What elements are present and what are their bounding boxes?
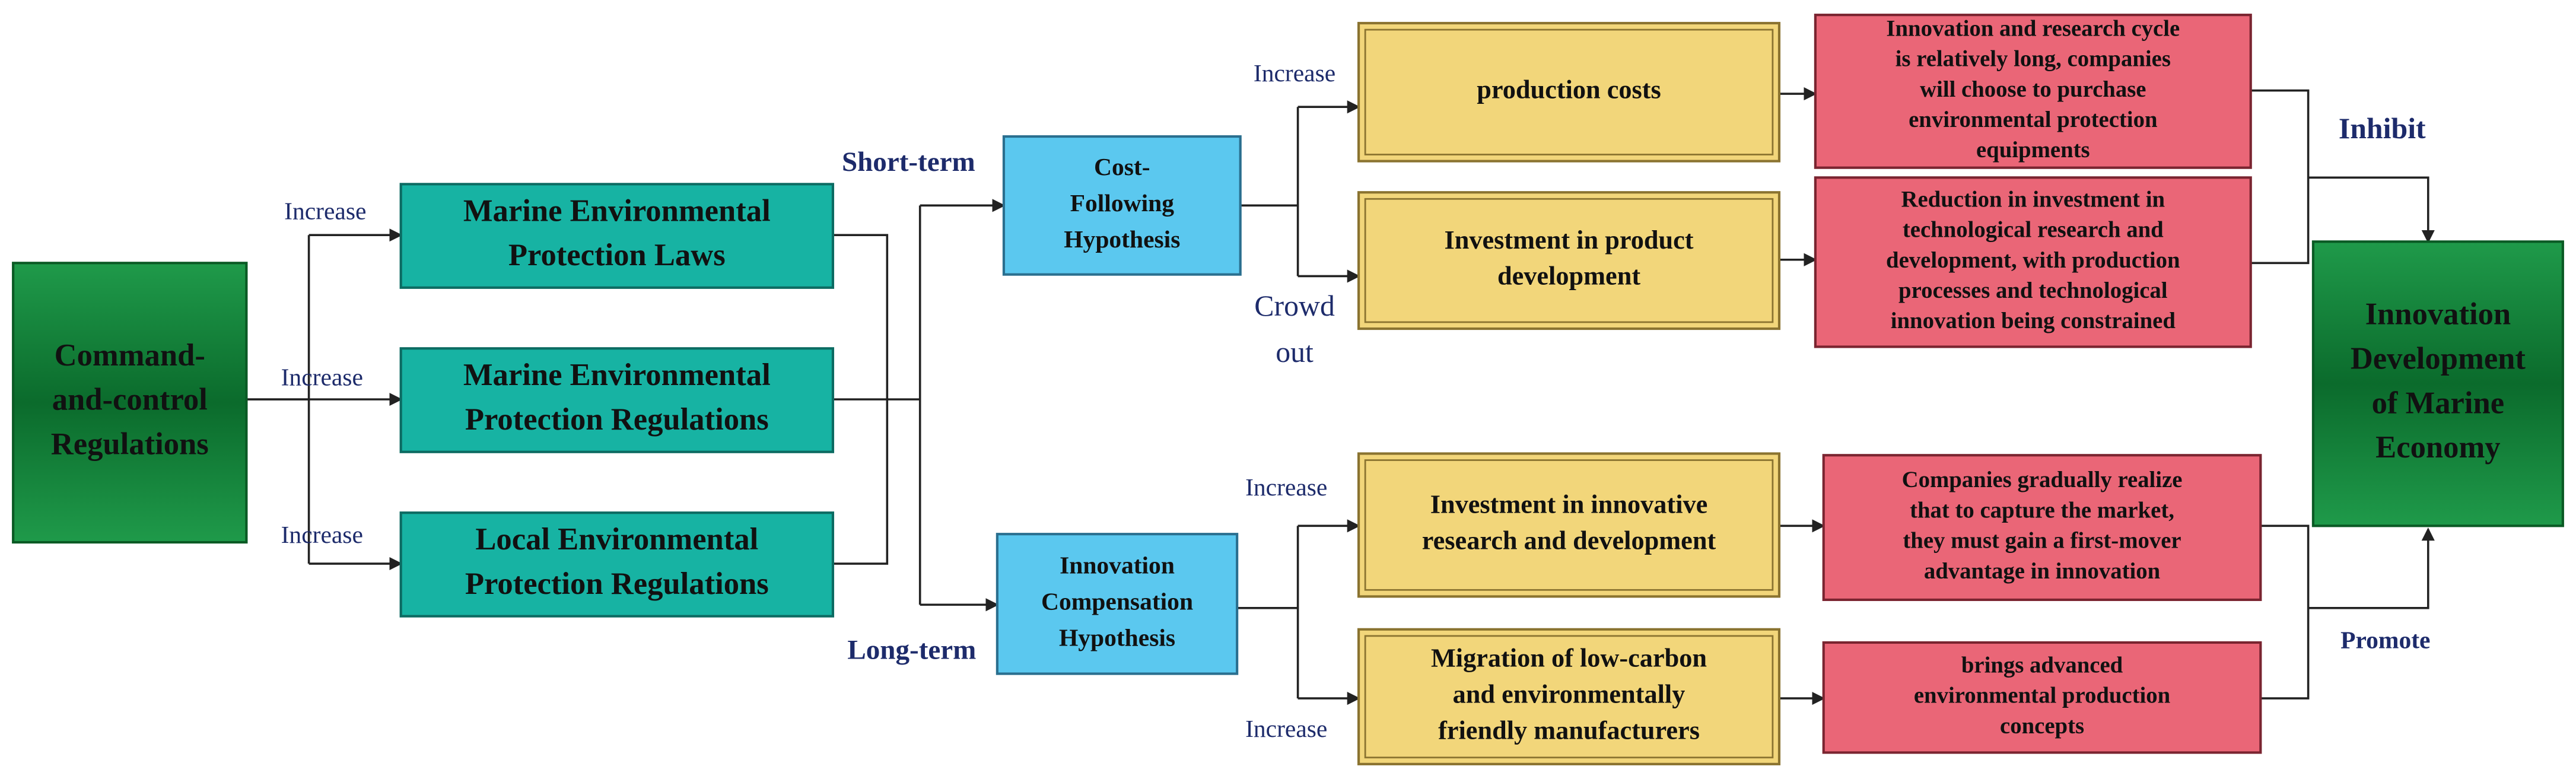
box-shape bbox=[1357, 628, 1781, 765]
box-text: concepts bbox=[2000, 713, 2084, 739]
box-text: Innovation and research cycle bbox=[1886, 15, 2180, 41]
box-text: Development bbox=[2351, 342, 2526, 376]
edge-label: Increase bbox=[1254, 59, 1335, 87]
outcome-box: brings advanced environmental production c… bbox=[1822, 641, 2262, 754]
box-shape bbox=[1357, 452, 1781, 598]
edge-label: Short-term bbox=[842, 147, 975, 177]
box-text: Migration of low-carbon bbox=[1431, 644, 1707, 673]
outcome-box: Innovation and research cycle is relative… bbox=[1814, 14, 2252, 169]
box-text: Economy bbox=[2375, 430, 2500, 465]
box-text: advantage in innovation bbox=[1924, 558, 2160, 584]
box-text: Protection Regulations bbox=[465, 567, 769, 601]
box-text: innovation being constrained bbox=[1891, 308, 2176, 333]
box-text: Hypothesis bbox=[1064, 225, 1180, 253]
box-text: development bbox=[1497, 262, 1640, 291]
box-text: Following bbox=[1070, 189, 1175, 217]
box-shape bbox=[399, 183, 835, 289]
box-text: technological research and bbox=[1903, 217, 2164, 243]
box-text: processes and technological bbox=[1898, 278, 2168, 303]
box-inner-frame bbox=[1364, 28, 1774, 155]
box-text: they must gain a first-mover bbox=[1903, 528, 2181, 554]
box-text: is relatively long, companies bbox=[1896, 46, 2171, 72]
edge-label: Increase bbox=[281, 363, 363, 390]
box-text: and environmentally bbox=[1453, 679, 1685, 708]
box-text: Companies gradually realize bbox=[1902, 467, 2183, 492]
box-text: Innovation bbox=[2365, 297, 2511, 332]
local-regulation-box: Local Environmental Protection Regulation… bbox=[399, 511, 835, 618]
box-text: environmental production bbox=[1914, 683, 2170, 708]
box-text: Protection Regulations bbox=[465, 402, 769, 437]
box-shape bbox=[399, 347, 835, 453]
box-text: of Marine bbox=[2372, 386, 2505, 420]
box-text: Protection Laws bbox=[508, 238, 726, 272]
edge-label: Inhibit bbox=[2339, 112, 2426, 145]
edge-label: out bbox=[1276, 336, 1314, 368]
box-text: that to capture the market, bbox=[1910, 497, 2174, 523]
box-text: equipments bbox=[1976, 137, 2090, 163]
box-text: Hypothesis bbox=[1059, 624, 1175, 651]
effect-box: Investment in innovative research and dev… bbox=[1357, 452, 1781, 598]
box-shape bbox=[1814, 14, 2252, 169]
box-text: Investment in innovative bbox=[1430, 490, 1708, 519]
edge-label: Long-term bbox=[847, 634, 976, 665]
edge-label: Increase bbox=[1245, 715, 1327, 742]
hypothesis-box: Innovation Compensation Hypothesis bbox=[996, 533, 1239, 675]
box-text: research and development bbox=[1422, 526, 1716, 555]
command-box: Command-and-control Regulations bbox=[12, 262, 248, 544]
box-text: and-control bbox=[52, 383, 208, 417]
edge-label: Increase bbox=[281, 521, 363, 548]
hypothesis-box: Cost- Following Hypothesis bbox=[1002, 135, 1242, 276]
box-text: will choose to purchase bbox=[1920, 77, 2146, 102]
box-text: Investment in product bbox=[1444, 225, 1693, 255]
box-shape bbox=[1822, 641, 2262, 754]
box-text: Cost- bbox=[1094, 153, 1150, 180]
box-text: Reduction in investment in bbox=[1901, 186, 2165, 212]
outcome-box: Reduction in investment in technological … bbox=[1814, 176, 2252, 348]
effect-box: production costs bbox=[1357, 21, 1781, 163]
outcome-box: Companies gradually realize that to captu… bbox=[1822, 454, 2262, 602]
effect-box: Investment in product development bbox=[1357, 191, 1781, 330]
box-shape bbox=[1002, 135, 1242, 276]
box-text: Regulations bbox=[51, 427, 209, 461]
box-inner-frame bbox=[1364, 635, 1774, 759]
box-shape bbox=[2311, 240, 2564, 527]
regulation-box: Marine Environmental Protection Regulatio… bbox=[399, 347, 835, 453]
box-shape bbox=[1814, 176, 2252, 348]
box-shape bbox=[12, 262, 248, 544]
box-text: production costs bbox=[1477, 75, 1661, 104]
box-text: brings advanced bbox=[1961, 652, 2123, 678]
box-shape bbox=[1822, 454, 2262, 602]
box-inner-frame bbox=[1364, 198, 1774, 323]
result-box: Innovation Development of Marine Economy bbox=[2311, 240, 2564, 527]
box-text: friendly manufacturers bbox=[1438, 716, 1700, 745]
connectors bbox=[246, 87, 2428, 705]
box-shape bbox=[1357, 191, 1781, 330]
edge-label: Increase bbox=[1245, 473, 1327, 501]
box-shape bbox=[399, 511, 835, 618]
effect-box: Migration of low-carbon and environmental… bbox=[1357, 628, 1781, 765]
box-text: development, with production bbox=[1886, 247, 2180, 273]
edge-label: Crowd bbox=[1254, 290, 1335, 322]
box-text: Marine Environmental bbox=[463, 358, 771, 392]
box-text: Compensation bbox=[1041, 587, 1193, 615]
box-shape bbox=[996, 533, 1239, 675]
box-shape bbox=[1357, 21, 1781, 163]
box-text: Innovation bbox=[1060, 551, 1175, 578]
law-box: Marine Environmental Protection Laws bbox=[399, 183, 835, 289]
box-text: Command- bbox=[55, 338, 205, 373]
box-text: Marine Environmental bbox=[463, 193, 771, 228]
box-inner-frame bbox=[1364, 459, 1774, 591]
box-text: environmental protection bbox=[1909, 107, 2157, 132]
box-text: Local Environmental bbox=[475, 522, 758, 557]
edge-label: Promote bbox=[2340, 626, 2430, 653]
edge-label: Increase bbox=[284, 198, 366, 225]
